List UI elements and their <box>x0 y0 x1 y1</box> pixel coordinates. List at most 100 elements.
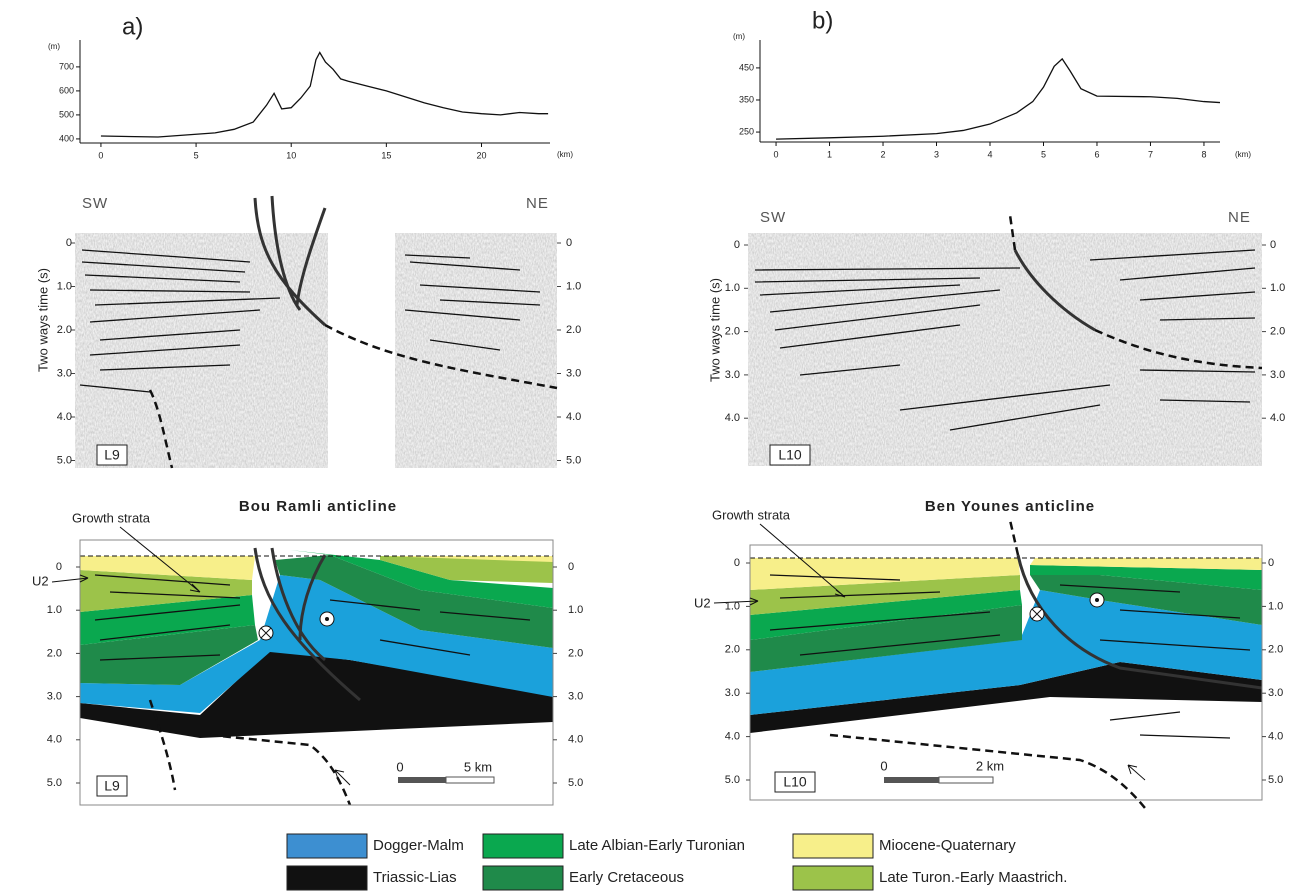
layer-dogger <box>80 575 553 713</box>
y-tick-label: 1.0 <box>1268 600 1283 612</box>
y-tick-label: 1.0 <box>725 282 740 294</box>
layer-triassic <box>80 650 553 738</box>
section-title: Bou Ramli anticline <box>239 498 397 515</box>
y-tick-label: 2.0 <box>568 647 583 659</box>
y-tick-label: 2.0 <box>47 647 62 659</box>
fault-dashed <box>1008 214 1263 370</box>
x-tick-label: 8 <box>1201 149 1206 159</box>
fault-dashed <box>829 519 1146 809</box>
x-tick-label: 3 <box>934 149 939 159</box>
y-tick-label: 4.0 <box>1268 731 1283 743</box>
annotation: U2 <box>694 595 711 610</box>
y-tick-label: 2.0 <box>57 324 72 336</box>
annotation: U2 <box>32 573 49 588</box>
line-id: L9 <box>104 447 120 463</box>
x-tick-label: 4 <box>987 149 992 159</box>
axis-unit: (km) <box>557 150 573 159</box>
layer-turonian <box>380 556 553 583</box>
bedding <box>94 574 531 661</box>
y-tick-label: 3.0 <box>57 367 72 379</box>
layer-miocene <box>1030 558 1262 570</box>
bedding <box>769 574 1251 739</box>
x-tick-label: 2 <box>881 149 886 159</box>
axis-title: Two ways time (s) <box>707 278 722 382</box>
y-tick-label: 2.0 <box>725 326 740 338</box>
fault <box>1013 249 1096 332</box>
y-tick-label: 0 <box>1268 557 1274 569</box>
axis-unit: (km) <box>1235 150 1251 159</box>
motion-away <box>260 627 272 639</box>
legend: Dogger-Malm Late Albian-Early Turonian M… <box>286 833 1067 891</box>
y-tick-label: 4.0 <box>47 734 62 746</box>
layer-albian <box>1030 565 1262 590</box>
legend-label: Early Cretaceous <box>569 869 684 886</box>
arrow <box>759 523 846 598</box>
layer-miocene <box>750 558 1020 590</box>
y-tick-label: 4.0 <box>1270 412 1285 424</box>
line-box <box>96 444 128 466</box>
legend-swatch <box>482 865 564 891</box>
axis-unit: (m) <box>733 32 745 41</box>
direction: NE <box>1228 209 1251 226</box>
axis-title: Two ways time (s) <box>35 268 50 372</box>
scale-bar <box>445 776 495 784</box>
y-tick-label: 5.0 <box>57 454 72 466</box>
seismic-noise <box>748 233 1262 466</box>
fault-dashed <box>148 699 352 806</box>
y-tick-label: 5.0 <box>725 774 740 786</box>
y-tick-label: 0 <box>1270 239 1276 251</box>
y-tick-label: 0 <box>56 561 62 573</box>
y-tick-label: 1.0 <box>725 600 740 612</box>
direction: SW <box>82 195 108 212</box>
arrow <box>713 597 759 606</box>
layer-miocene <box>300 556 553 562</box>
layer-triassic <box>750 662 1262 733</box>
x-tick-label: 7 <box>1148 149 1153 159</box>
motion-toward <box>325 617 329 621</box>
y-tick-label: 0 <box>568 561 574 573</box>
y-tick-label: 400 <box>59 133 74 143</box>
y-tick-label: 250 <box>739 126 754 136</box>
y-tick-label: 3.0 <box>1270 369 1285 381</box>
y-tick-label: 1.0 <box>57 280 72 292</box>
motion-away <box>1031 608 1043 620</box>
layer-early-cretaceous <box>80 625 258 685</box>
panel-label: b) <box>812 7 833 34</box>
line-id: L10 <box>778 447 802 463</box>
y-tick-label: 0 <box>566 237 572 249</box>
layer-albian <box>290 550 553 608</box>
y-tick-label: 0 <box>66 237 72 249</box>
fault-dashed <box>148 323 558 469</box>
fault <box>253 195 327 327</box>
legend-label: Dogger-Malm <box>373 837 464 854</box>
reflectors <box>79 249 541 393</box>
y-tick-label: 350 <box>739 94 754 104</box>
scale-label: 5 km <box>464 759 492 774</box>
seismic-noise <box>395 233 557 468</box>
y-tick-label: 4.0 <box>725 412 740 424</box>
motion-toward <box>1095 598 1099 602</box>
section-border <box>79 539 554 806</box>
line-box <box>769 444 811 466</box>
x-tick-label: 10 <box>286 150 296 160</box>
scale-bar <box>938 776 994 784</box>
arrow <box>334 769 351 786</box>
scale-label: 0 <box>880 758 887 773</box>
legend-label: Triassic-Lias <box>373 869 457 886</box>
legend-label: Miocene-Quaternary <box>879 837 1016 854</box>
annotation: Growth strata <box>72 510 151 525</box>
layer-early-cretaceous <box>1030 575 1262 625</box>
y-tick-label: 3.0 <box>47 691 62 703</box>
y-tick-label: 3.0 <box>725 369 740 381</box>
y-tick-label: 3.0 <box>566 367 581 379</box>
x-tick-label: 0 <box>98 150 103 160</box>
y-tick-label: 1.0 <box>1270 282 1285 294</box>
y-tick-label: 2.0 <box>725 644 740 656</box>
seismic-noise <box>75 233 328 468</box>
legend-swatch <box>286 833 368 859</box>
y-tick-label: 700 <box>59 61 74 71</box>
scale-bar <box>398 777 446 783</box>
y-tick-label: 500 <box>59 109 74 119</box>
line-box <box>96 775 128 797</box>
fault <box>253 547 361 702</box>
